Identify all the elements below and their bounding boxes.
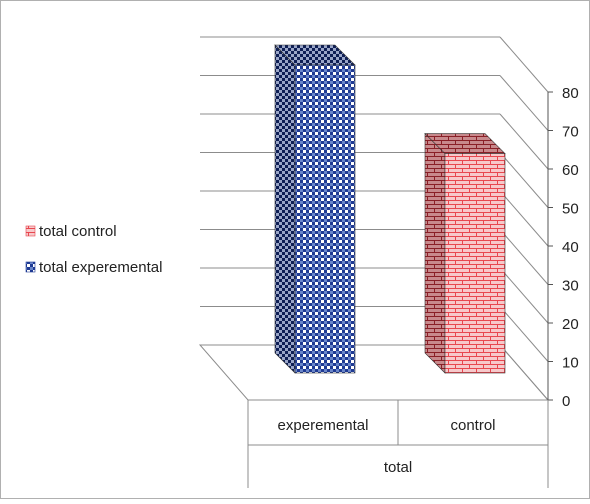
x-tick-label: control [450, 417, 495, 434]
legend-label: total experemental [39, 259, 162, 276]
y-tick-label: 10 [562, 355, 579, 372]
side-gridline-80 [499, 36, 549, 93]
side-gridline-50 [499, 152, 549, 208]
y-tick-label: 70 [562, 124, 579, 141]
side-gridline-30 [499, 229, 549, 285]
legend-swatch [25, 225, 36, 237]
side-gridline-0 [499, 344, 549, 401]
x-tick-label: experemental [278, 417, 369, 434]
y-tick-label: 80 [562, 85, 579, 102]
group-label: total [384, 459, 412, 476]
bar-side-control [424, 132, 446, 374]
y-tick-label: 0 [562, 393, 570, 410]
side-gridline-20 [499, 267, 549, 324]
legend-swatch [25, 261, 36, 273]
y-tick-label: 40 [562, 239, 579, 256]
y-tick-label: 20 [562, 316, 579, 333]
bar-control [444, 153, 506, 374]
side-gridline-70 [499, 75, 549, 131]
side-gridline-60 [499, 113, 549, 170]
bar-side-experemental [274, 44, 296, 374]
y-tick-label: 50 [562, 201, 579, 218]
side-gridline-40 [499, 190, 549, 247]
bar-experemental [294, 64, 356, 374]
y-tick-label: 30 [562, 278, 579, 295]
legend-label: total control [39, 223, 117, 240]
y-tick-label: 60 [562, 162, 579, 179]
side-gridline-10 [499, 306, 549, 362]
